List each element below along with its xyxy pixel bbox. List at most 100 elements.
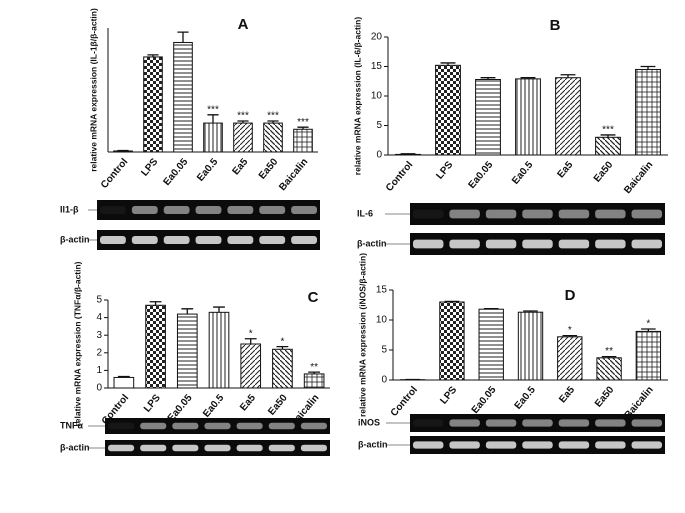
y-tick-label: 0 — [381, 375, 387, 386]
gel-band — [558, 419, 590, 427]
blot-label: Il1-β — [60, 204, 79, 214]
error-bar — [523, 310, 538, 313]
x-tick-label: Baicalin — [622, 160, 655, 196]
gel-band — [259, 206, 286, 214]
error-bar — [177, 31, 189, 43]
blot-label: β-actin — [358, 439, 388, 449]
x-tick-label: Control — [99, 156, 130, 190]
x-tick-label: Ea0.05 — [162, 156, 191, 188]
y-axis-label: relative mRNA expression (IL-1β/β-actin) — [88, 8, 98, 172]
error-bar — [641, 328, 656, 332]
error-bar — [440, 62, 456, 66]
error-bar — [308, 371, 321, 374]
error-bar — [444, 300, 460, 303]
x-tick-label: Control — [384, 159, 415, 193]
x-tick-label: Ea5 — [555, 159, 575, 180]
gel-band — [204, 444, 231, 452]
gel-band — [172, 444, 199, 452]
significance: *** — [297, 117, 309, 128]
x-tick-label: Ea5 — [230, 156, 250, 177]
gel-band — [449, 209, 480, 219]
bar — [240, 343, 262, 389]
gel-band — [227, 206, 254, 214]
gel-band — [631, 441, 662, 449]
gel-band — [291, 206, 317, 214]
blot-label: β-actin — [60, 442, 90, 452]
significance: *** — [267, 111, 279, 122]
gel-band — [140, 422, 167, 430]
x-tick-label: Ea50 — [266, 392, 290, 417]
error-bar — [149, 301, 162, 306]
error-bar — [400, 153, 416, 155]
bar — [517, 311, 544, 381]
blot-label: TNFα — [60, 420, 83, 430]
significance: *** — [237, 111, 249, 122]
bar — [557, 336, 583, 381]
gel-band — [631, 239, 662, 249]
gel-band — [631, 209, 662, 219]
x-tick-label: Ea0.5 — [510, 159, 536, 186]
gel-band — [558, 239, 590, 249]
error-bar — [244, 338, 257, 344]
error-bar — [480, 77, 496, 80]
gel-band — [259, 236, 286, 244]
significance: *** — [207, 104, 219, 115]
bar — [439, 301, 465, 381]
gel-band — [595, 441, 626, 449]
gel-band — [595, 419, 626, 427]
gel-band — [140, 444, 167, 452]
y-tick-label: 5 — [376, 120, 382, 131]
gel-band — [413, 419, 444, 427]
x-tick-label: Ea50 — [593, 384, 617, 409]
error-bar — [276, 345, 289, 350]
gel-band — [100, 236, 126, 244]
gel-band — [227, 236, 254, 244]
blot-label: IL-6 — [357, 208, 373, 218]
bar — [203, 122, 223, 153]
gel-band — [413, 441, 444, 449]
gel-band — [485, 441, 517, 449]
x-tick-label: Ea5 — [557, 384, 577, 405]
y-axis-label: relative mRNA expression (TNFα/β-actin) — [72, 261, 82, 426]
x-tick-label: Control — [389, 384, 420, 418]
gel-band — [163, 236, 190, 244]
error-bar — [147, 54, 159, 57]
bar — [475, 78, 501, 156]
gel-band — [558, 441, 590, 449]
error-bar — [213, 306, 225, 313]
gel-band — [100, 206, 126, 214]
bar — [395, 153, 421, 156]
gel-band — [485, 209, 517, 219]
error-bar — [181, 308, 194, 315]
y-tick-label: 10 — [376, 315, 388, 326]
significance: ** — [310, 362, 318, 373]
bar — [555, 77, 581, 156]
significance: * — [280, 336, 284, 347]
gel-band — [595, 209, 626, 219]
bar — [635, 68, 661, 156]
bar — [272, 348, 293, 389]
gel-band — [485, 419, 517, 427]
significance: ** — [605, 346, 613, 357]
x-tick-label: Ea50 — [257, 156, 281, 181]
significance: *** — [602, 125, 614, 136]
x-tick-label: Baicalin — [277, 157, 310, 193]
bar — [515, 78, 541, 156]
error-bar — [483, 307, 499, 310]
gel-band — [268, 422, 295, 430]
gel-band — [631, 419, 662, 427]
gel-band — [595, 239, 626, 249]
error-bar — [560, 74, 576, 78]
bar — [303, 373, 325, 389]
y-axis-label: relative mRNA expression (IL-6/β-actin) — [352, 17, 362, 176]
bar — [145, 304, 166, 389]
bar — [143, 56, 163, 153]
y-tick-label: 5 — [381, 345, 387, 356]
significance: * — [249, 328, 253, 339]
y-tick-label: 3 — [96, 330, 102, 341]
y-tick-label: 10 — [371, 91, 383, 102]
gel-band — [268, 444, 295, 452]
panel-title: C — [308, 289, 319, 306]
error-bar — [117, 375, 130, 378]
